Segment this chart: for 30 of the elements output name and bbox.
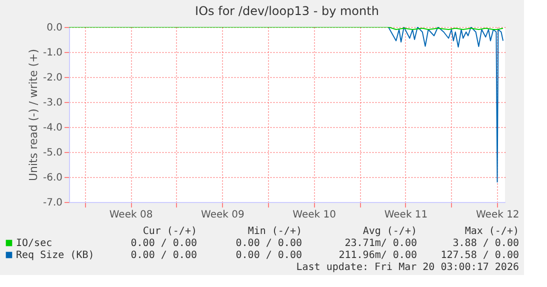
text: 0.00 / 0.00: [130, 250, 197, 261]
x-tick-label: Week 10: [292, 210, 336, 220]
y-tick-label: -4.0: [42, 122, 62, 134]
text: Last update: Fri Mar 20 03:00:17 2026: [296, 262, 519, 273]
text: 127.58 / 0.00: [440, 250, 519, 261]
text: Avg (-/+): [362, 226, 417, 237]
y-tick-label: 0.0: [46, 22, 62, 34]
text: 0.00 / 0.00: [236, 250, 302, 261]
text: 0.00 / 0.00: [130, 238, 197, 249]
x-tick-label: Week 09: [201, 210, 244, 220]
x-tick-label: Week 11: [384, 210, 428, 220]
legend-label: Req Size (KB): [16, 250, 94, 261]
text: 211.96m/ 0.00: [338, 250, 417, 261]
y-tick-label: -7.0: [42, 198, 62, 208]
y-axis-title: Units read (-) / write (+): [26, 48, 40, 182]
text: Cur (-/+): [142, 226, 197, 237]
y-tick-label: -2.0: [42, 72, 62, 84]
y-tick-label: -6.0: [42, 172, 62, 184]
text: 3.88 / 0.00: [452, 238, 519, 249]
y-tick-label: -1.0: [42, 48, 62, 58]
x-tick-label: Week 08: [109, 210, 153, 220]
text: Max (-/+): [464, 226, 519, 237]
y-tick-label: -5.0: [42, 148, 62, 158]
text: 23.71m/ 0.00: [344, 238, 417, 249]
x-tick-label: Week 12: [476, 210, 520, 220]
legend-label: IO/sec: [16, 238, 52, 249]
text: 0.00 / 0.00: [236, 238, 302, 249]
chart-title: IOs for /dev/loop13 - by month: [195, 4, 379, 18]
y-tick-label: -3.0: [42, 98, 62, 108]
text: Min (-/+): [248, 226, 302, 237]
